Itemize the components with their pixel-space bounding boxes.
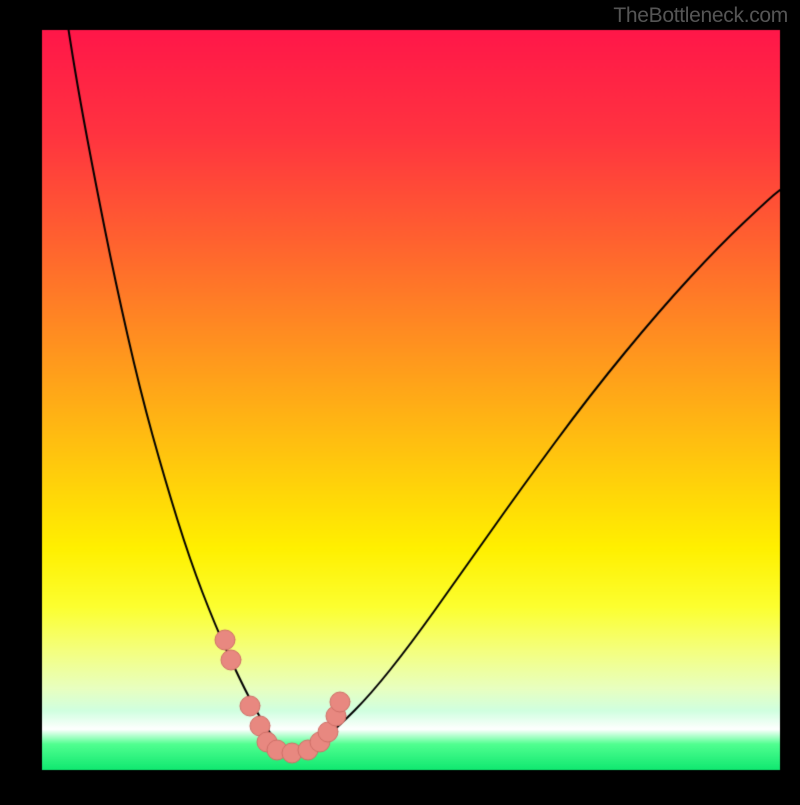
bottleneck-chart xyxy=(0,0,800,800)
watermark-text: TheBottleneck.com xyxy=(613,4,788,28)
chart-container xyxy=(0,0,800,800)
